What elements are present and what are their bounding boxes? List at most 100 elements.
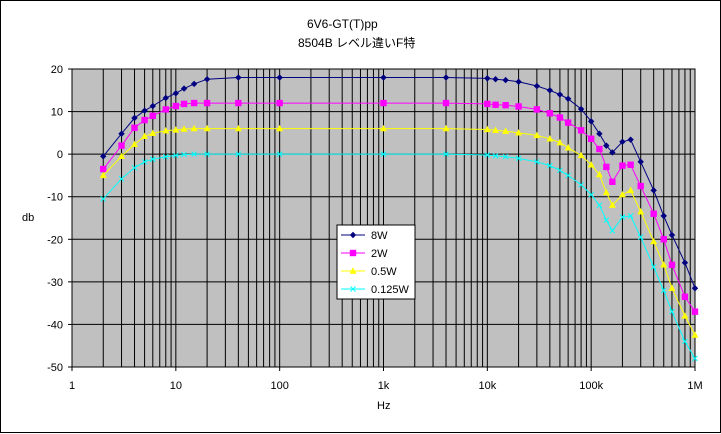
data-point bbox=[172, 152, 179, 159]
data-point-stroke bbox=[181, 151, 187, 158]
legend-label: 2W bbox=[371, 248, 388, 260]
data-point bbox=[502, 101, 509, 109]
y-tick-label: -50 bbox=[47, 362, 63, 374]
data-point-stroke bbox=[557, 167, 563, 174]
data-point bbox=[234, 124, 242, 132]
data-point bbox=[681, 312, 689, 319]
y-tick-label: -30 bbox=[47, 277, 63, 289]
data-point bbox=[276, 151, 283, 157]
data-point bbox=[660, 236, 667, 243]
data-point-stroke bbox=[534, 158, 540, 165]
data-point bbox=[203, 99, 211, 107]
data-point bbox=[190, 99, 198, 107]
x-axis-label: Hz bbox=[377, 400, 390, 412]
data-point-stroke bbox=[443, 151, 449, 157]
data-point bbox=[587, 161, 595, 168]
data-point-stroke bbox=[235, 151, 242, 157]
data-point bbox=[515, 155, 522, 162]
data-point bbox=[483, 125, 491, 133]
data-point bbox=[349, 249, 357, 257]
data-point bbox=[669, 308, 675, 315]
data-point-stroke bbox=[515, 155, 522, 162]
data-point bbox=[484, 152, 491, 158]
data-point-stroke bbox=[669, 308, 675, 315]
data-point-stroke bbox=[502, 153, 509, 160]
data-point-stroke bbox=[172, 152, 179, 159]
data-point-stroke bbox=[565, 172, 571, 179]
data-point bbox=[492, 101, 499, 108]
data-point bbox=[668, 284, 676, 291]
data-point bbox=[577, 151, 585, 159]
data-point bbox=[609, 227, 616, 234]
chart-title: 6V6-GT(T)pp bbox=[307, 17, 378, 31]
data-point bbox=[502, 76, 509, 84]
data-point-stroke bbox=[619, 214, 626, 221]
data-point bbox=[533, 106, 541, 113]
data-point bbox=[515, 129, 523, 136]
data-point-stroke bbox=[609, 227, 616, 234]
legend: 8W 2W 0.5W 0.125W bbox=[336, 224, 416, 300]
data-point bbox=[546, 87, 554, 94]
legend-label: 8W bbox=[371, 230, 388, 242]
data-point bbox=[492, 152, 499, 159]
data-point-stroke bbox=[141, 158, 148, 165]
x-tick-label: 10k bbox=[478, 380, 496, 392]
data-point bbox=[492, 126, 500, 134]
data-point bbox=[650, 237, 658, 245]
data-point bbox=[180, 125, 188, 132]
data-point bbox=[564, 144, 572, 151]
data-point bbox=[618, 190, 626, 198]
data-point-stroke bbox=[596, 202, 603, 209]
series-0-5w bbox=[99, 124, 699, 338]
data-point bbox=[380, 74, 387, 81]
data-point bbox=[442, 74, 450, 81]
data-point bbox=[557, 167, 563, 174]
data-point bbox=[100, 153, 107, 160]
data-point-stroke bbox=[350, 286, 356, 292]
chart-subtitle: 8504B レベル違いF特 bbox=[298, 35, 415, 50]
data-point bbox=[349, 267, 357, 274]
data-point-stroke bbox=[546, 162, 553, 169]
data-point bbox=[556, 114, 564, 121]
data-point bbox=[276, 99, 283, 107]
data-point bbox=[619, 162, 626, 169]
data-point bbox=[681, 293, 689, 300]
data-point bbox=[141, 132, 149, 139]
data-point-stroke bbox=[637, 234, 644, 241]
data-point bbox=[131, 114, 138, 122]
data-point bbox=[546, 135, 554, 142]
data-point bbox=[149, 102, 156, 110]
data-point bbox=[556, 91, 564, 98]
grid-layer bbox=[71, 68, 696, 368]
y-tick-label: -20 bbox=[47, 234, 63, 246]
data-point bbox=[191, 151, 197, 157]
data-point bbox=[118, 142, 125, 149]
data-point bbox=[235, 151, 242, 157]
data-point bbox=[204, 151, 210, 157]
data-point bbox=[141, 116, 148, 124]
data-point bbox=[588, 191, 595, 198]
data-point-stroke bbox=[118, 175, 125, 182]
data-point bbox=[131, 124, 138, 131]
data-point bbox=[587, 118, 595, 125]
data-point bbox=[484, 75, 491, 82]
data-point bbox=[443, 151, 449, 157]
data-point bbox=[609, 178, 616, 186]
data-point bbox=[691, 308, 699, 315]
y-tick-label: -10 bbox=[47, 192, 63, 204]
data-point-stroke bbox=[380, 151, 387, 157]
data-point bbox=[650, 210, 657, 217]
data-point bbox=[650, 264, 657, 270]
data-point bbox=[162, 127, 170, 134]
data-point-stroke bbox=[276, 151, 283, 157]
data-point bbox=[577, 127, 585, 134]
data-point bbox=[608, 201, 616, 208]
data-point bbox=[595, 170, 603, 178]
data-point bbox=[380, 151, 387, 157]
data-point bbox=[637, 182, 644, 190]
data-point-stroke bbox=[603, 217, 610, 223]
data-point-stroke bbox=[660, 287, 667, 294]
